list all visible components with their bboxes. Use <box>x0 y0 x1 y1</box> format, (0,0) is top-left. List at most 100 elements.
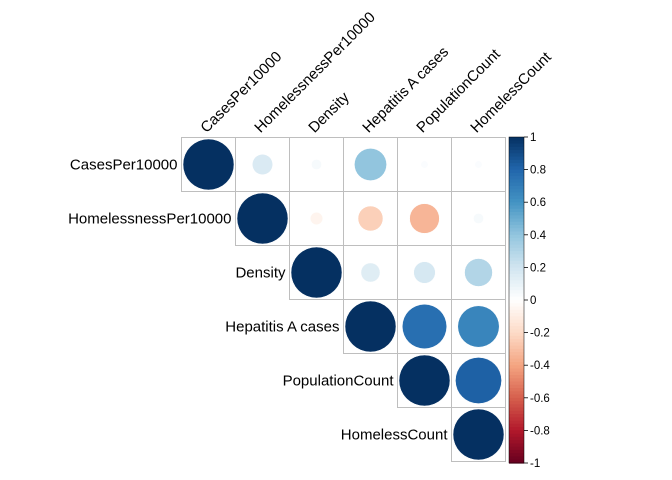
colorbar-tick-label: 0.2 <box>530 262 546 274</box>
corr-circle-homelessnessper10000-homelesscount <box>473 213 484 224</box>
colorbar-strip <box>509 306 524 311</box>
colorbar-strip <box>509 267 524 272</box>
colorbar-strip <box>509 414 524 418</box>
colorbar-strip <box>509 361 524 366</box>
colorbar-tick-label: -1 <box>530 458 540 470</box>
corr-circle-density-homelesscount <box>464 258 493 287</box>
row-label-homelesscount: HomelessCount <box>341 427 449 444</box>
corr-circle-casesper10000-density <box>311 159 322 170</box>
colorbar-strip <box>509 397 524 402</box>
colorbar-strip <box>509 427 524 431</box>
colorbar-strip <box>509 290 524 295</box>
colorbar-strip <box>509 423 524 428</box>
colorbar-strip <box>509 254 524 259</box>
colorbar-strip <box>509 140 524 145</box>
corr-circle-casesper10000-hepatitis-a-cases <box>354 148 387 181</box>
colorbar-strip <box>509 192 524 197</box>
colorbar-strip <box>509 221 524 226</box>
corr-circle-homelessnessper10000-hepatitis-a-cases <box>357 205 384 232</box>
colorbar-strip <box>509 300 524 304</box>
row-label-hepatitis-a-cases: Hepatitis A cases <box>225 319 339 336</box>
corr-circle-casesper10000-populationcount <box>420 160 429 169</box>
colorbar-strip <box>509 430 524 435</box>
column-labels: CasesPer10000HomelessnessPer10000Density… <box>197 9 555 137</box>
colorbar-strip <box>509 456 524 461</box>
colorbar-strip <box>509 176 524 180</box>
colorbar-strip <box>509 332 524 337</box>
colorbar-strip <box>509 241 524 246</box>
colorbar-strip <box>509 446 524 451</box>
row-labels: CasesPer10000 HomelessnessPer10000 Density… <box>68 157 448 444</box>
corr-circle-populationcount-populationcount <box>398 354 451 407</box>
corr-circle-populationcount-homelesscount <box>455 357 502 404</box>
colorbar-strip <box>509 182 524 187</box>
colorbar-strip <box>509 156 524 161</box>
colorbar-strip <box>509 436 524 441</box>
colorbar-strip <box>509 342 524 347</box>
corr-circle-casesper10000-casesper10000 <box>182 138 235 191</box>
colorbar-strip <box>509 231 524 236</box>
colorbar-strip <box>509 391 524 396</box>
colorbar-strip <box>509 283 524 288</box>
circle-layer <box>182 138 505 461</box>
colorbar-tick-label: 0.8 <box>530 165 546 177</box>
colorbar-strip <box>509 270 524 275</box>
colorbar-strip <box>509 388 524 392</box>
corr-circle-density-populationcount <box>413 261 436 284</box>
colorbar-strip <box>509 143 524 148</box>
colorbar-strip <box>509 339 524 343</box>
colorbar-strip <box>509 163 524 167</box>
colorbar-strip <box>509 371 524 376</box>
colorbar-strip <box>509 410 524 415</box>
colorbar-strip <box>509 401 524 405</box>
row-label-homelessnessper10000: HomelessnessPer10000 <box>68 211 231 228</box>
colorbar-strip <box>509 153 524 158</box>
colorbar-strip <box>509 146 524 151</box>
colorbar-strip <box>509 238 524 242</box>
corr-circle-homelessnessper10000-homelessnessper10000 <box>236 192 289 245</box>
corr-circle-homelessnessper10000-populationcount <box>409 203 440 234</box>
colorbar-strip <box>509 309 524 314</box>
colorbar-strip <box>509 374 524 379</box>
colorbar-strip <box>509 384 524 389</box>
colorbar-strip <box>509 394 524 399</box>
colorbar-strip <box>509 440 524 445</box>
colorbar-strip <box>509 137 524 141</box>
colorbar-tick-label: -0.6 <box>530 393 550 405</box>
colorbar-strip <box>509 251 524 255</box>
colorbar-strip <box>509 296 524 301</box>
colorbar-strip <box>509 198 524 203</box>
corr-circle-casesper10000-homelessnessper10000 <box>252 154 273 175</box>
colorbar-strip <box>509 150 524 154</box>
colorbar-strip <box>509 335 524 340</box>
row-label-density: Density <box>235 265 286 282</box>
colorbar-strip <box>509 205 524 210</box>
colorbar-strip <box>509 420 524 425</box>
corr-circle-hepatitis-a-cases-hepatitis-a-cases <box>344 300 397 353</box>
colorbar-strip <box>509 407 524 412</box>
colorbar-tick-label: -0.8 <box>530 425 550 437</box>
colorbar-tick-label: 0.4 <box>530 230 547 242</box>
colorbar-strip <box>509 348 524 353</box>
colorbar-strip <box>509 159 524 164</box>
col-label-density: Density <box>305 89 353 137</box>
colorbar-strip <box>509 211 524 216</box>
colorbar-strip <box>509 303 524 308</box>
colorbar: 1 0.8 0.6 0.4 0.2 0 -0.2 -0.4 -0.6 -0.8 -1 <box>508 132 550 470</box>
colorbar-strip <box>509 264 524 268</box>
row-label-populationcount: PopulationCount <box>283 373 395 390</box>
colorbar-tick-label: -0.2 <box>530 328 550 340</box>
colorbar-strip <box>509 404 524 409</box>
colorbar-strip <box>509 169 524 174</box>
colorbar-strip <box>509 257 524 262</box>
colorbar-strip <box>509 172 524 177</box>
colorbar-strip <box>509 277 524 282</box>
colorbar-strip <box>509 352 524 357</box>
colorbar-strip <box>509 218 524 223</box>
colorbar-strip <box>509 459 524 464</box>
colorbar-strip <box>509 189 524 194</box>
colorbar-strip <box>509 449 524 454</box>
colorbar-tick-label: 1 <box>530 132 536 144</box>
colorbar-tick-label: -0.4 <box>530 360 550 372</box>
corr-circle-hepatitis-a-cases-homelesscount <box>457 305 500 348</box>
